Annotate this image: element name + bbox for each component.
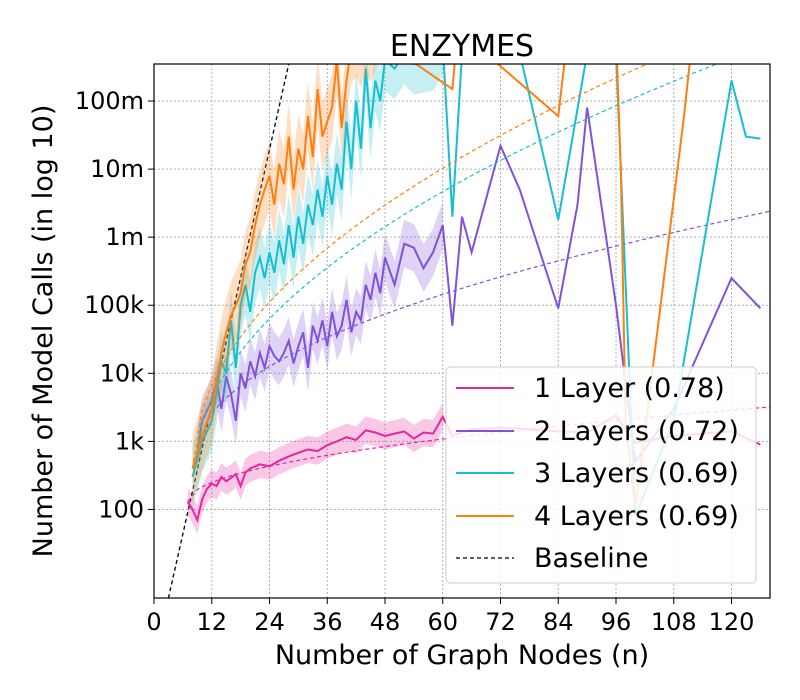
x-tick-label: 72: [485, 608, 516, 636]
x-tick-label: 36: [312, 608, 343, 636]
legend-box: [445, 366, 757, 584]
legend: 1 Layer (0.78) 2 Layers (0.72) 3 Layers …: [445, 366, 757, 584]
fit-curve-2: [196, 210, 770, 453]
legend-label-5: Baseline: [534, 543, 648, 574]
legend-label-2: 2 Layers (0.72): [534, 416, 739, 447]
fit-curve-4: [191, 64, 649, 469]
x-tick-label: 48: [370, 608, 401, 636]
x-tick-label: 24: [254, 608, 285, 636]
y-tick-label: 100: [98, 495, 144, 523]
x-tick-label: 120: [709, 608, 755, 636]
x-tick-label: 0: [146, 608, 161, 636]
plot-frame: [153, 63, 771, 599]
x-tick-label: 84: [543, 608, 574, 636]
x-tick-label: 108: [651, 608, 697, 636]
baseline-line: [167, 64, 290, 598]
x-tick-label: 60: [427, 608, 458, 636]
legend-label-3: 3 Layers (0.69): [534, 458, 739, 489]
x-tick-label: 96: [601, 608, 632, 636]
plot-area: [167, 64, 770, 598]
series-line-2: [196, 107, 762, 465]
confidence-band-2: [197, 201, 443, 476]
series-line-3: [191, 64, 761, 517]
axis-ticks: 0 12 24 36 48 60 72 84 96 108 120 100 1k 10k 100k 1m 10m…: [75, 87, 755, 636]
confidence-band-1: [187, 403, 443, 534]
chart-title: ENZYMES: [390, 29, 534, 64]
y-axis-label: Number of Model Calls (in log 10): [28, 105, 59, 558]
confidence-band-4: [192, 64, 376, 503]
series-line-4: [191, 64, 691, 510]
x-tick-label: 12: [196, 608, 227, 636]
x-axis-label: Number of Graph Nodes (n): [275, 640, 649, 671]
legend-label-1: 1 Layer (0.78): [534, 373, 725, 404]
y-tick-label: 100k: [84, 291, 144, 319]
y-tick-label: 100m: [75, 87, 144, 115]
y-tick-label: 1m: [105, 223, 144, 251]
y-tick-label: 1k: [115, 427, 144, 455]
y-tick-label: 10k: [100, 359, 145, 387]
legend-label-4: 4 Layers (0.69): [534, 501, 739, 532]
y-tick-label: 10m: [90, 155, 144, 183]
fit-curve-3: [191, 64, 719, 478]
